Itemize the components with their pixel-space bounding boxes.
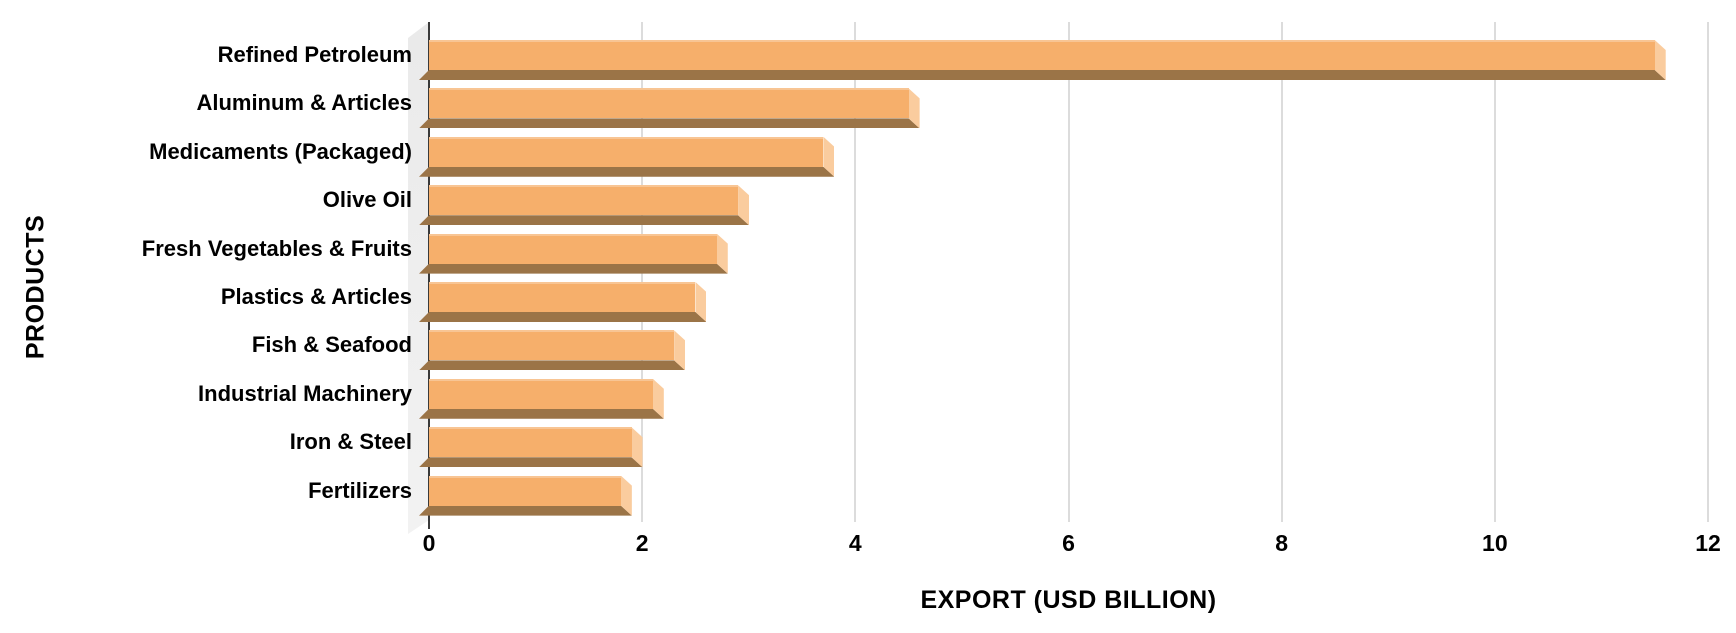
bar-end-bevel bbox=[823, 137, 834, 177]
x-tick-label: 10 bbox=[1482, 530, 1508, 556]
x-tick-label: 4 bbox=[848, 530, 862, 556]
bar-bottom-shadow bbox=[419, 167, 834, 177]
gridline bbox=[854, 22, 857, 522]
bar bbox=[429, 233, 717, 264]
category-label: Iron & Steel bbox=[289, 429, 412, 455]
bar-bottom-shadow bbox=[419, 312, 706, 322]
bar-end-bevel bbox=[695, 282, 706, 322]
chart-3d-wall bbox=[408, 22, 429, 534]
bar-end-bevel bbox=[632, 427, 643, 467]
x-tick-label: 2 bbox=[635, 530, 649, 556]
bar-bottom-shadow bbox=[419, 118, 920, 128]
bar-end-bevel bbox=[674, 330, 685, 370]
bar bbox=[429, 88, 909, 118]
bar bbox=[429, 185, 738, 215]
bar bbox=[429, 427, 632, 457]
bar-end-bevel bbox=[621, 476, 632, 516]
bar bbox=[429, 282, 695, 312]
gridline bbox=[1493, 22, 1496, 522]
gridline bbox=[1707, 22, 1709, 522]
bar-bottom-shadow bbox=[419, 215, 749, 225]
bar-end-bevel bbox=[738, 185, 749, 225]
gridline bbox=[1067, 22, 1070, 522]
gridline bbox=[1280, 22, 1283, 522]
category-label: Medicaments (Packaged) bbox=[149, 138, 412, 164]
bar-bottom-shadow bbox=[419, 264, 728, 274]
bar-bottom-shadow bbox=[419, 457, 643, 467]
x-tick-label: 12 bbox=[1695, 530, 1721, 556]
bar bbox=[429, 136, 823, 167]
category-label: Aluminum & Articles bbox=[196, 90, 412, 116]
bar bbox=[429, 475, 621, 506]
bar bbox=[429, 330, 674, 360]
bar-end-bevel bbox=[909, 88, 920, 128]
category-label: Fresh Vegetables & Fruits bbox=[141, 235, 412, 261]
bar-end-bevel bbox=[717, 234, 728, 274]
zero-tick-mark bbox=[428, 520, 430, 529]
x-axis-title: EXPORT (USD BILLION) bbox=[920, 586, 1217, 614]
category-label: Refined Petroleum bbox=[217, 42, 412, 67]
category-label: Fertilizers bbox=[308, 477, 412, 503]
category-label: Plastics & Articles bbox=[220, 284, 412, 309]
bar-bottom-shadow bbox=[419, 70, 1666, 80]
x-tick-label: 0 bbox=[422, 530, 436, 556]
category-label: Olive Oil bbox=[322, 187, 412, 213]
x-tick-label: 8 bbox=[1275, 530, 1289, 556]
bar-end-bevel bbox=[1655, 40, 1666, 80]
bar bbox=[429, 40, 1655, 70]
category-label: Fish & Seafood bbox=[251, 332, 412, 358]
category-label: Industrial Machinery bbox=[198, 380, 412, 406]
bar-bottom-shadow bbox=[419, 409, 664, 419]
bar-bottom-shadow bbox=[419, 360, 685, 370]
bar-end-bevel bbox=[653, 379, 664, 419]
bar-bottom-shadow bbox=[419, 506, 632, 516]
bar bbox=[429, 378, 653, 409]
x-tick-label: 6 bbox=[1062, 530, 1075, 556]
